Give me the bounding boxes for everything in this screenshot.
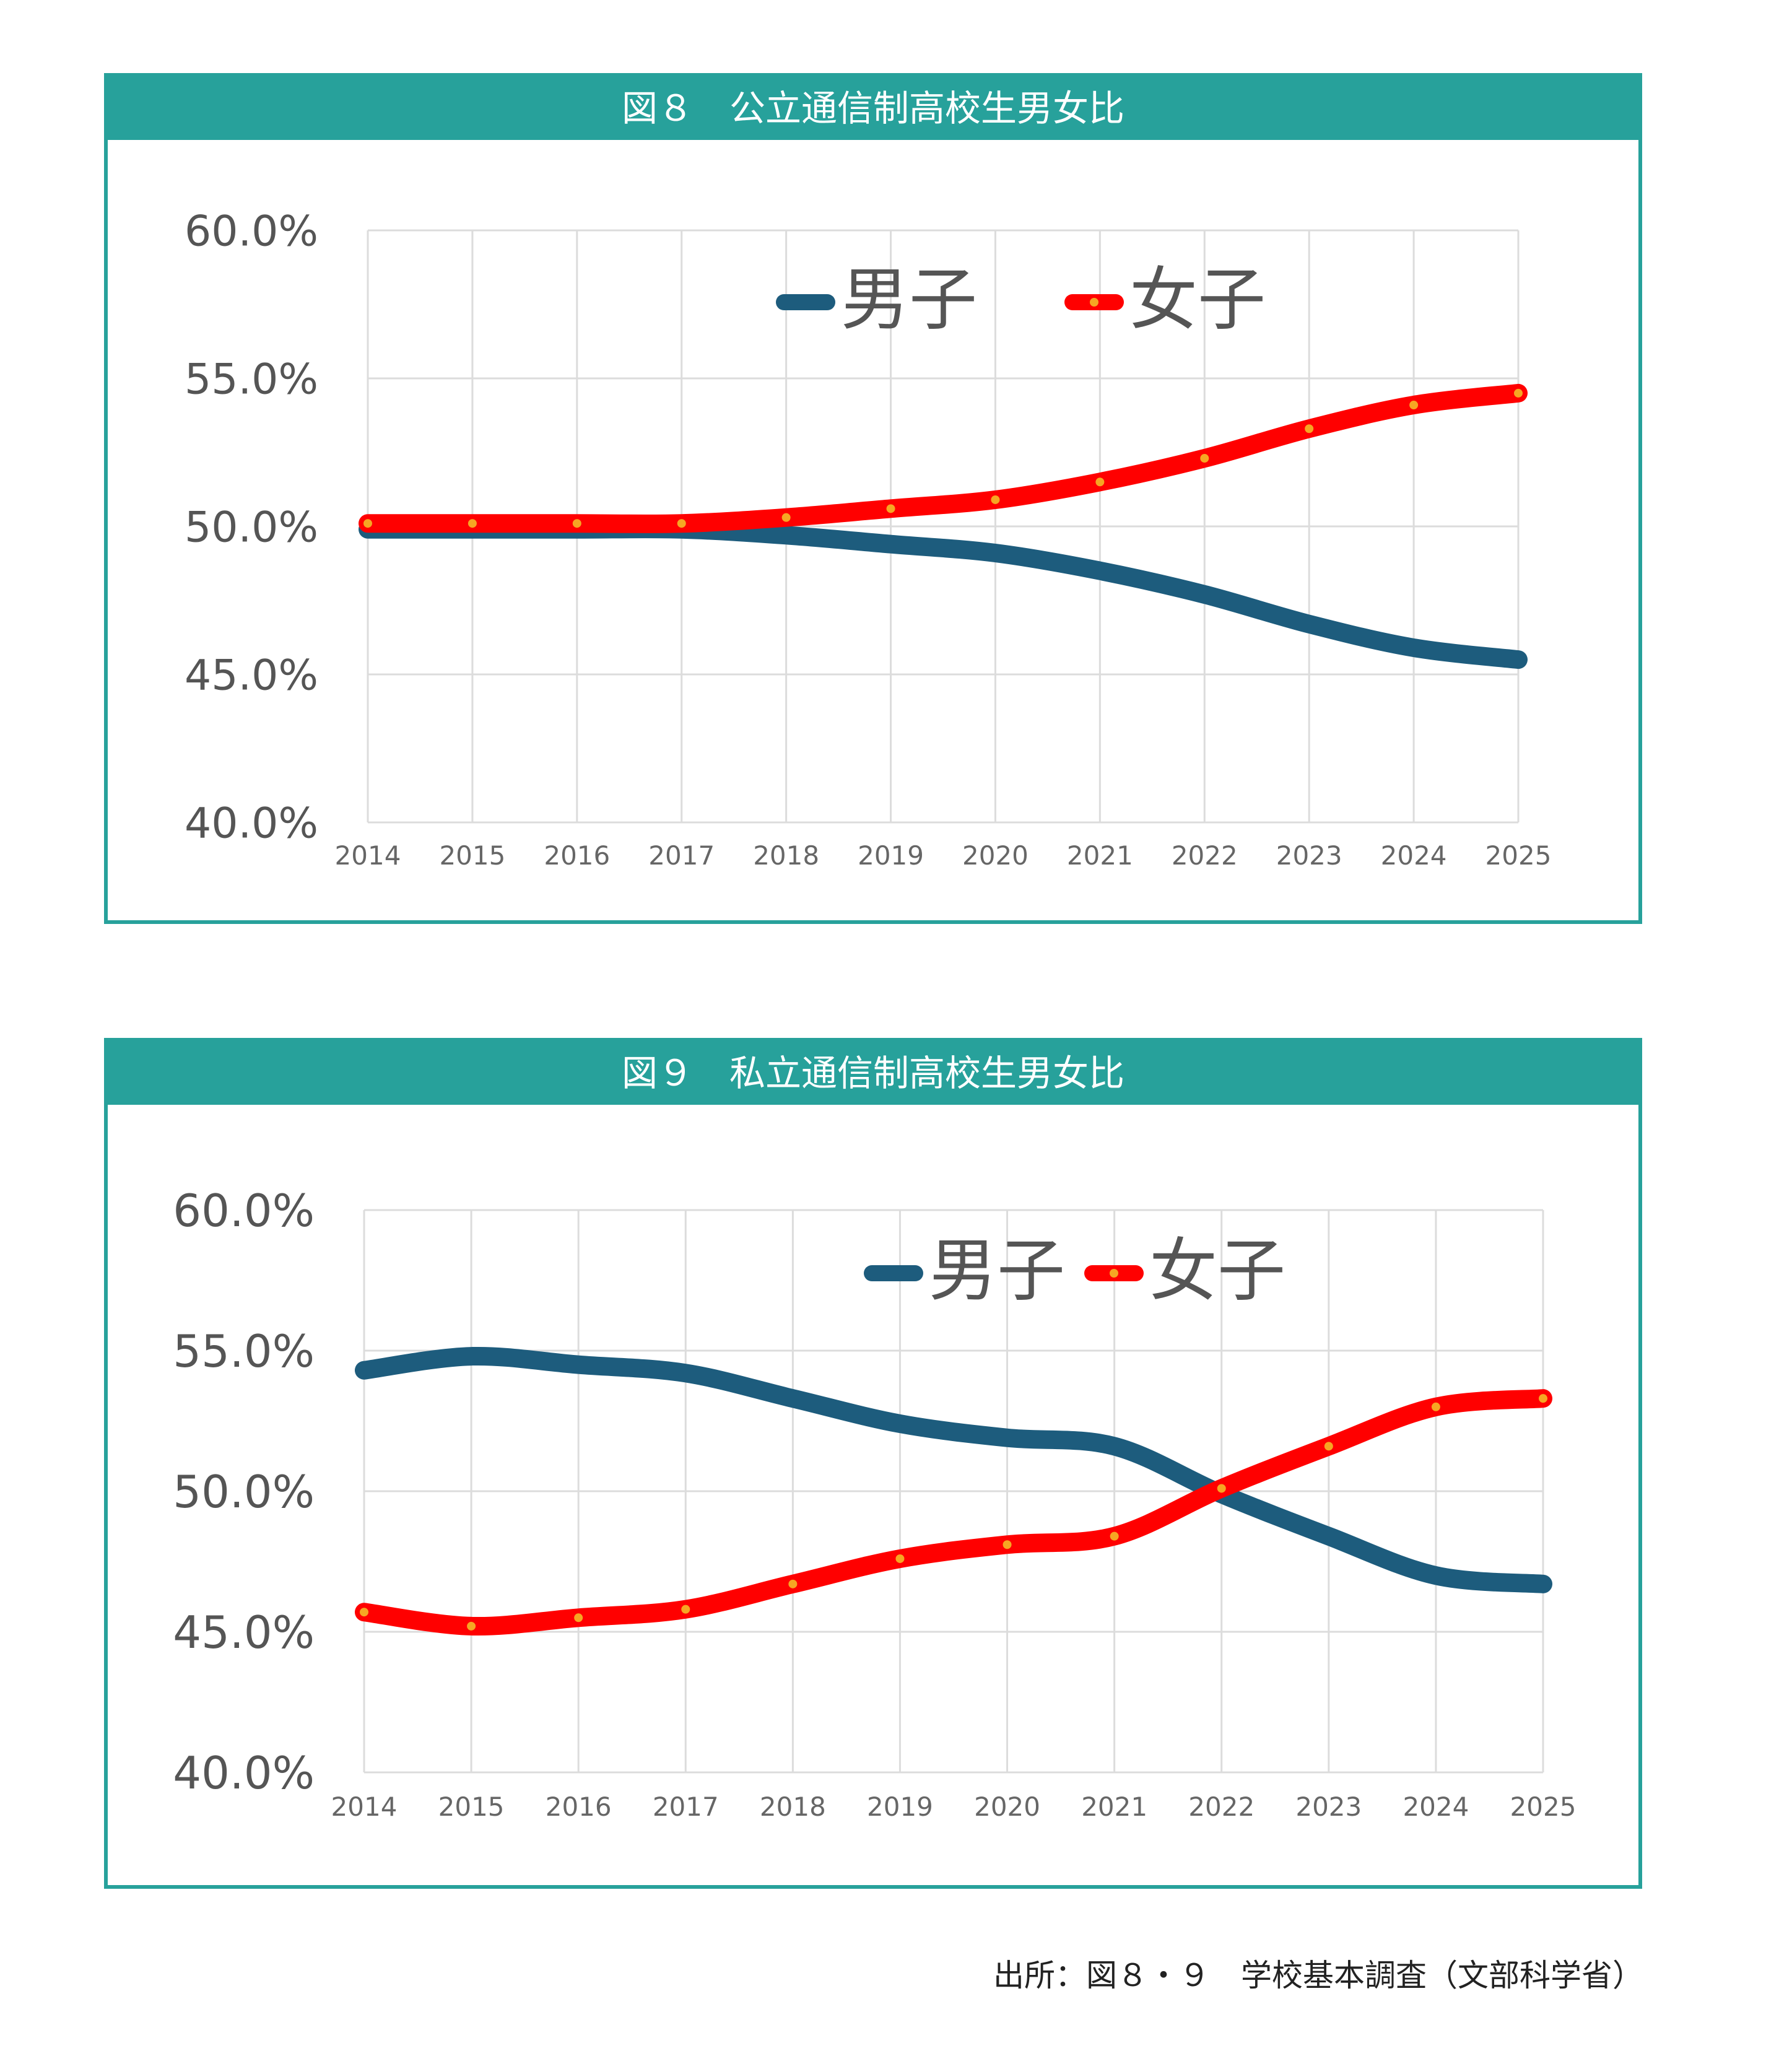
series-female (359, 383, 1528, 533)
data-point (1200, 454, 1209, 463)
data-point (991, 495, 1000, 504)
x-tick-label: 2024 (1403, 1792, 1469, 1822)
series-female (355, 1389, 1552, 1636)
x-tick-label: 2017 (653, 1792, 719, 1822)
y-tick-label: 40.0% (173, 1747, 315, 1799)
legend-marker (1110, 1269, 1118, 1278)
chart-svg: 60.0% 55.0% 50.0% 45.0% 40.0% 2014 2015 2016 201… (185, 207, 1552, 871)
chart-panel-private: 図９ 私立通信制高校生男女比 60.0% 55.0% 50.0% 45.0% 40.0%… (104, 1038, 1642, 1889)
data-point (681, 1605, 690, 1614)
legend-label: 女子 (1129, 260, 1266, 339)
series-line (359, 383, 1528, 533)
chart-title: 図８ 公立通信制高校生男女比 (108, 77, 1638, 140)
source-note: 出所：図８・９ 学校基本調査（文部科学省） (993, 1958, 1643, 1993)
chart-title: 図９ 私立通信制高校生男女比 (108, 1042, 1638, 1105)
data-point (1305, 424, 1314, 433)
x-tick-label: 2019 (858, 840, 924, 871)
data-point (1539, 1394, 1547, 1403)
series-line (359, 520, 1528, 669)
x-tick-label: 2017 (648, 840, 715, 871)
y-tick-label: 50.0% (173, 1466, 315, 1518)
legend-item: 男子 (776, 260, 977, 339)
data-point (363, 519, 372, 528)
data-point (574, 1613, 583, 1623)
data-point (1324, 1442, 1333, 1451)
x-tick-label: 2024 (1381, 840, 1447, 871)
data-point (677, 519, 686, 528)
data-point (360, 1608, 368, 1617)
x-tick-label: 2021 (1067, 840, 1133, 871)
data-point (1095, 477, 1105, 487)
x-tick-label: 2020 (974, 1792, 1040, 1822)
x-tick-label: 2018 (760, 1792, 826, 1822)
series-line (355, 1346, 1552, 1593)
y-tick-label: 40.0% (185, 799, 318, 848)
data-point (1409, 401, 1419, 410)
legend-label: 男子 (929, 1231, 1065, 1310)
data-point (788, 1579, 798, 1588)
x-tick-label: 2019 (867, 1792, 933, 1822)
x-tick-label: 2022 (1188, 1792, 1255, 1822)
data-point (572, 519, 581, 528)
series-male (355, 1346, 1552, 1593)
x-tick-label: 2014 (335, 840, 401, 871)
x-tick-label: 2018 (753, 840, 819, 871)
x-tick-label: 2016 (544, 840, 610, 871)
data-point (468, 519, 477, 528)
y-tick-label: 50.0% (185, 503, 318, 552)
data-point (1217, 1484, 1226, 1493)
series-line (355, 1389, 1552, 1636)
chart-svg: 60.0% 55.0% 50.0% 45.0% 40.0% 2014 2015 2016 201… (173, 1185, 1577, 1822)
series-male (359, 520, 1528, 669)
x-tick-label: 2025 (1485, 840, 1552, 871)
chart-panel-public: 図８ 公立通信制高校生男女比 60.0% 55.0% 50.0% 45.0% 40.0%… (104, 73, 1642, 924)
data-point (467, 1621, 476, 1631)
data-point (1514, 388, 1523, 398)
y-tick-label: 60.0% (185, 207, 318, 256)
legend-item: 女子 (1064, 260, 1266, 339)
x-tick-label: 2015 (438, 1792, 505, 1822)
data-point (1003, 1540, 1012, 1549)
data-point (1431, 1402, 1440, 1411)
x-tick-label: 2014 (331, 1792, 398, 1822)
x-tick-label: 2025 (1510, 1792, 1577, 1822)
data-point (1110, 1531, 1119, 1541)
y-tick-label: 60.0% (173, 1185, 315, 1237)
x-tick-label: 2021 (1081, 1792, 1147, 1822)
x-tick-label: 2023 (1276, 840, 1342, 871)
legend-item: 男子 (864, 1231, 1065, 1310)
x-tick-label: 2015 (439, 840, 505, 871)
x-tick-label: 2022 (1172, 840, 1238, 871)
data-point (886, 504, 895, 513)
legend-label: 女子 (1149, 1231, 1285, 1310)
gridlines (363, 1209, 1544, 1774)
data-point (895, 1554, 905, 1563)
legend-marker (1090, 298, 1098, 307)
legend-label: 男子 (841, 260, 977, 339)
legend-item: 女子 (1084, 1231, 1285, 1310)
y-tick-label: 45.0% (185, 651, 318, 700)
y-tick-label: 45.0% (173, 1606, 315, 1658)
data-point (781, 513, 791, 522)
x-tick-label: 2016 (546, 1792, 612, 1822)
y-tick-label: 55.0% (173, 1325, 315, 1377)
x-tick-label: 2020 (962, 840, 1029, 871)
x-tick-label: 2023 (1295, 1792, 1362, 1822)
y-tick-label: 55.0% (185, 355, 318, 404)
